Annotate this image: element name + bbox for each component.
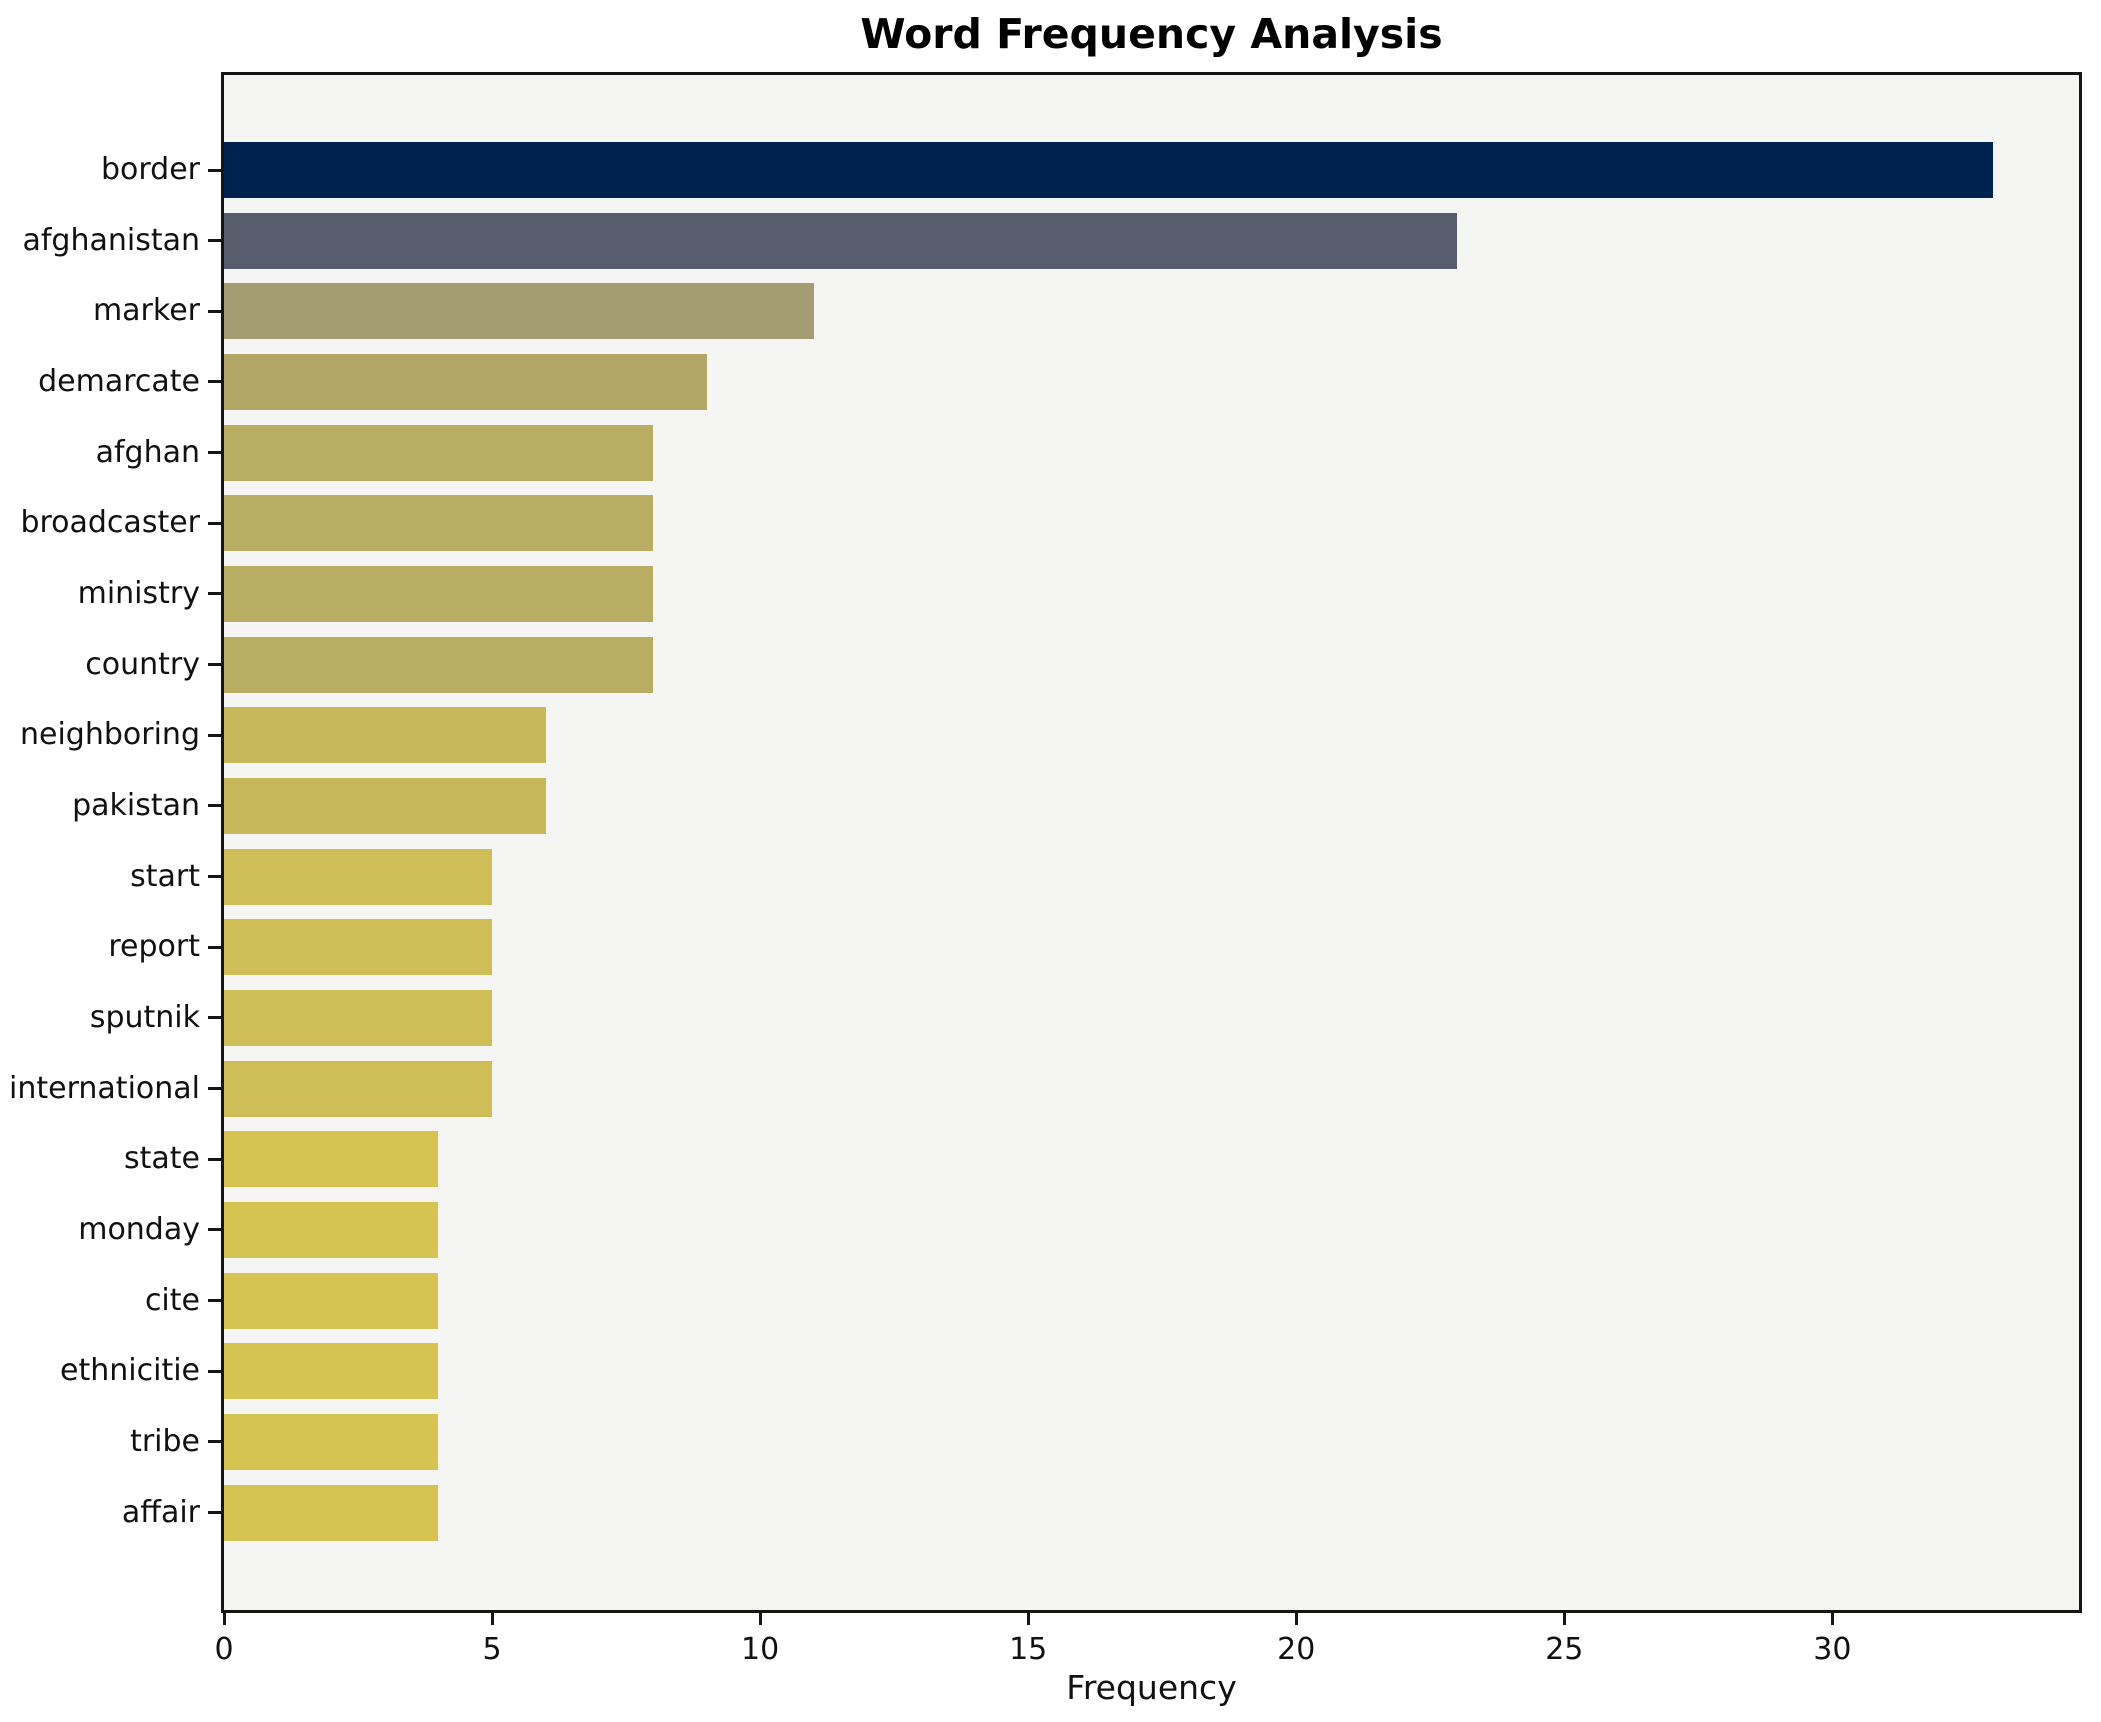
x-axis-label: Frequency xyxy=(1066,1668,1237,1707)
y-tick-mark xyxy=(208,663,221,667)
x-tick-mark xyxy=(1830,1613,1834,1625)
y-tick-mark xyxy=(208,521,221,525)
y-tick-label-border: border xyxy=(100,152,200,187)
x-tick-label-20: 20 xyxy=(1277,1632,1316,1667)
y-tick-mark xyxy=(208,1440,221,1444)
chart-title: Word Frequency Analysis xyxy=(860,10,1443,58)
y-tick-label-report: report xyxy=(108,929,200,965)
y-tick-mark xyxy=(208,1228,221,1232)
y-tick-mark xyxy=(208,309,221,313)
y-tick-mark xyxy=(208,1157,221,1161)
y-tick-mark xyxy=(208,1369,221,1373)
bar-sputnik xyxy=(224,989,492,1046)
x-tick-mark xyxy=(490,1613,494,1625)
y-tick-label-ministry: ministry xyxy=(77,575,200,611)
y-tick-label-affair: affair xyxy=(121,1494,200,1530)
bar-afghan xyxy=(224,424,653,481)
y-tick-label-monday: monday xyxy=(78,1211,200,1247)
bar-ethnicitie xyxy=(224,1343,438,1400)
bar-demarcate xyxy=(224,353,707,410)
bar-country xyxy=(224,636,653,693)
y-tick-label-broadcaster: broadcaster xyxy=(20,505,200,541)
y-tick-label-afghan: afghan xyxy=(95,434,200,470)
bar-start xyxy=(224,848,492,905)
y-tick-mark xyxy=(208,380,221,384)
y-tick-label-start: start xyxy=(130,858,200,894)
bar-pakistan xyxy=(224,777,546,834)
y-tick-mark xyxy=(208,168,221,172)
y-tick-mark xyxy=(208,733,221,737)
x-tick-label-10: 10 xyxy=(741,1632,780,1667)
y-tick-mark xyxy=(208,1511,221,1515)
bar-state xyxy=(224,1131,438,1188)
y-tick-label-ethnicitie: ethnicitie xyxy=(60,1353,200,1389)
bar-tribe xyxy=(224,1413,438,1470)
y-tick-label-afghanistan: afghanistan xyxy=(22,222,200,258)
y-tick-mark xyxy=(208,592,221,596)
x-tick-mark xyxy=(222,1613,226,1625)
y-tick-label-country: country xyxy=(85,646,200,682)
y-tick-label-demarcate: demarcate xyxy=(38,363,200,399)
x-tick-label-0: 0 xyxy=(214,1632,234,1667)
bar-ministry xyxy=(224,565,653,622)
x-tick-label-5: 5 xyxy=(482,1632,502,1667)
y-tick-mark xyxy=(208,239,221,243)
bar-monday xyxy=(224,1201,438,1258)
y-tick-label-tribe: tribe xyxy=(130,1423,200,1459)
bar-marker xyxy=(224,283,814,340)
bar-broadcaster xyxy=(224,495,653,552)
bar-report xyxy=(224,919,492,976)
plot-area xyxy=(221,72,2082,1613)
bar-international xyxy=(224,1060,492,1117)
bar-affair xyxy=(224,1484,438,1541)
bar-border xyxy=(224,142,1993,198)
y-tick-mark xyxy=(208,1299,221,1303)
x-tick-mark xyxy=(1562,1613,1566,1625)
x-tick-mark xyxy=(1294,1613,1298,1625)
bar-cite xyxy=(224,1272,438,1329)
y-tick-label-neighboring: neighboring xyxy=(20,717,200,753)
y-tick-label-pakistan: pakistan xyxy=(72,787,200,823)
x-tick-label-30: 30 xyxy=(1813,1632,1852,1667)
y-tick-label-sputnik: sputnik xyxy=(89,999,200,1035)
y-tick-mark xyxy=(208,1087,221,1091)
y-tick-mark xyxy=(208,875,221,879)
y-tick-mark xyxy=(208,1016,221,1020)
y-tick-label-marker: marker xyxy=(92,293,200,329)
y-tick-label-state: state xyxy=(124,1141,200,1177)
x-tick-mark xyxy=(758,1613,762,1625)
y-tick-label-cite: cite xyxy=(144,1282,200,1318)
x-tick-label-25: 25 xyxy=(1545,1632,1584,1667)
bar-afghanistan xyxy=(224,212,1457,269)
x-tick-label-15: 15 xyxy=(1009,1632,1048,1667)
bar-neighboring xyxy=(224,707,546,764)
y-tick-mark xyxy=(208,945,221,949)
x-tick-mark xyxy=(1026,1613,1030,1625)
y-tick-label-international: international xyxy=(9,1070,200,1106)
y-tick-mark xyxy=(208,804,221,808)
y-tick-mark xyxy=(208,451,221,455)
